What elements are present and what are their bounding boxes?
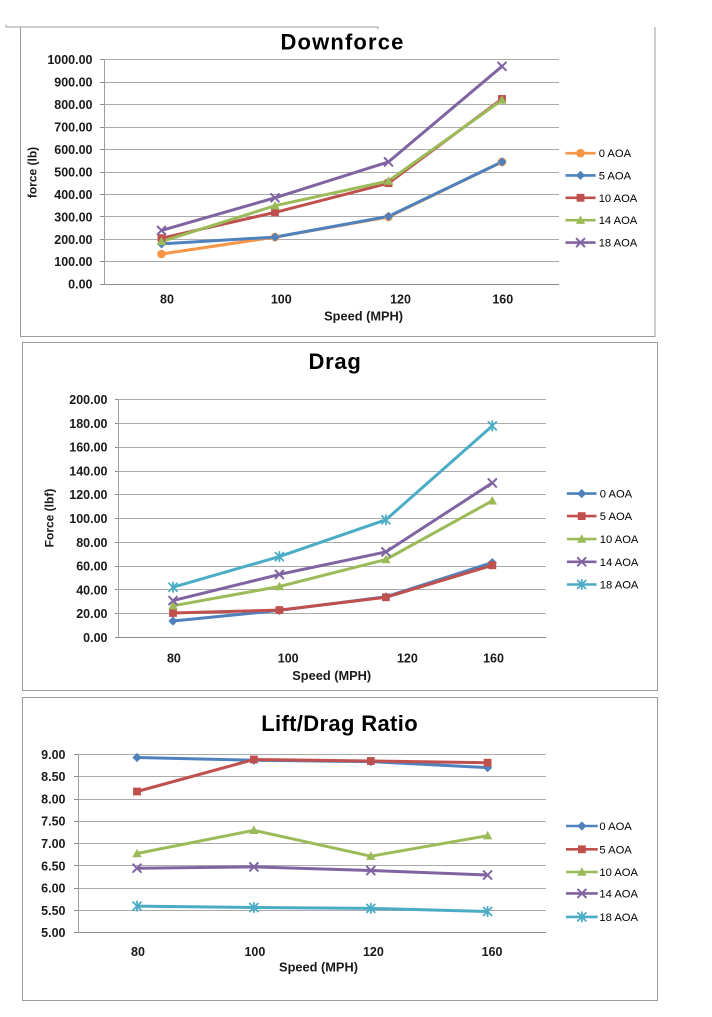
svg-text:60.00: 60.00 [76, 560, 107, 574]
svg-text:5 AOA: 5 AOA [600, 511, 633, 523]
svg-text:14 AOA: 14 AOA [600, 557, 639, 569]
svg-text:0.00: 0.00 [83, 631, 107, 645]
svg-text:700.00: 700.00 [54, 121, 92, 135]
svg-text:18 AOA: 18 AOA [599, 912, 638, 924]
svg-text:100: 100 [244, 945, 265, 959]
svg-text:40.00: 40.00 [76, 583, 107, 597]
svg-text:5.50: 5.50 [41, 904, 65, 918]
svg-text:120: 120 [390, 293, 411, 307]
svg-text:Speed (MPH): Speed (MPH) [292, 668, 371, 683]
svg-text:120: 120 [363, 945, 384, 959]
svg-text:160.00: 160.00 [69, 441, 107, 455]
svg-text:160: 160 [492, 293, 513, 307]
svg-text:800.00: 800.00 [54, 98, 92, 112]
svg-text:120.00: 120.00 [69, 488, 107, 502]
svg-text:Lift/Drag Ratio: Lift/Drag Ratio [261, 711, 418, 736]
svg-text:80.00: 80.00 [76, 536, 107, 550]
svg-text:8.50: 8.50 [41, 770, 65, 784]
svg-text:Force (lbf): Force (lbf) [43, 489, 57, 548]
svg-text:500.00: 500.00 [54, 166, 92, 180]
svg-text:9.00: 9.00 [41, 748, 65, 762]
svg-text:Speed (MPH): Speed (MPH) [279, 960, 358, 975]
svg-text:10 AOA: 10 AOA [599, 193, 638, 205]
svg-text:100: 100 [278, 652, 299, 666]
svg-text:100: 100 [271, 293, 292, 307]
svg-text:400.00: 400.00 [54, 188, 92, 202]
svg-text:200.00: 200.00 [69, 393, 107, 407]
svg-text:100.00: 100.00 [69, 512, 107, 526]
svg-text:0 AOA: 0 AOA [599, 821, 632, 833]
svg-text:80: 80 [131, 945, 145, 959]
svg-text:80: 80 [160, 293, 174, 307]
svg-text:7.00: 7.00 [41, 837, 65, 851]
svg-text:10 AOA: 10 AOA [599, 867, 638, 879]
svg-text:force (lb): force (lb) [26, 147, 40, 198]
svg-text:600.00: 600.00 [54, 143, 92, 157]
svg-text:14 AOA: 14 AOA [599, 215, 638, 227]
svg-text:6.50: 6.50 [41, 859, 65, 873]
svg-text:5 AOA: 5 AOA [599, 844, 632, 856]
svg-text:8.00: 8.00 [41, 793, 65, 807]
svg-text:100.00: 100.00 [54, 255, 92, 269]
svg-text:7.50: 7.50 [41, 815, 65, 829]
svg-text:200.00: 200.00 [54, 233, 92, 247]
svg-text:Speed (MPH): Speed (MPH) [324, 309, 403, 324]
svg-text:5 AOA: 5 AOA [599, 170, 632, 182]
svg-text:10 AOA: 10 AOA [600, 534, 639, 546]
svg-text:Drag: Drag [309, 349, 362, 374]
svg-text:300.00: 300.00 [54, 210, 92, 224]
svg-text:0 AOA: 0 AOA [599, 148, 632, 160]
svg-text:6.00: 6.00 [41, 882, 65, 896]
svg-text:Downforce: Downforce [280, 30, 404, 55]
svg-text:0 AOA: 0 AOA [600, 489, 633, 501]
svg-text:20.00: 20.00 [76, 607, 107, 621]
svg-text:120: 120 [397, 652, 418, 666]
svg-text:160: 160 [482, 945, 503, 959]
svg-text:160: 160 [483, 652, 504, 666]
svg-text:140.00: 140.00 [69, 465, 107, 479]
svg-text:180.00: 180.00 [69, 417, 107, 431]
svg-text:900.00: 900.00 [54, 76, 92, 90]
svg-text:0.00: 0.00 [68, 278, 92, 292]
svg-text:18 AOA: 18 AOA [600, 580, 639, 592]
svg-text:1000.00: 1000.00 [47, 53, 92, 67]
svg-text:5.00: 5.00 [41, 926, 65, 940]
svg-text:14 AOA: 14 AOA [599, 888, 638, 900]
svg-text:18 AOA: 18 AOA [599, 238, 638, 250]
svg-text:80: 80 [167, 652, 181, 666]
